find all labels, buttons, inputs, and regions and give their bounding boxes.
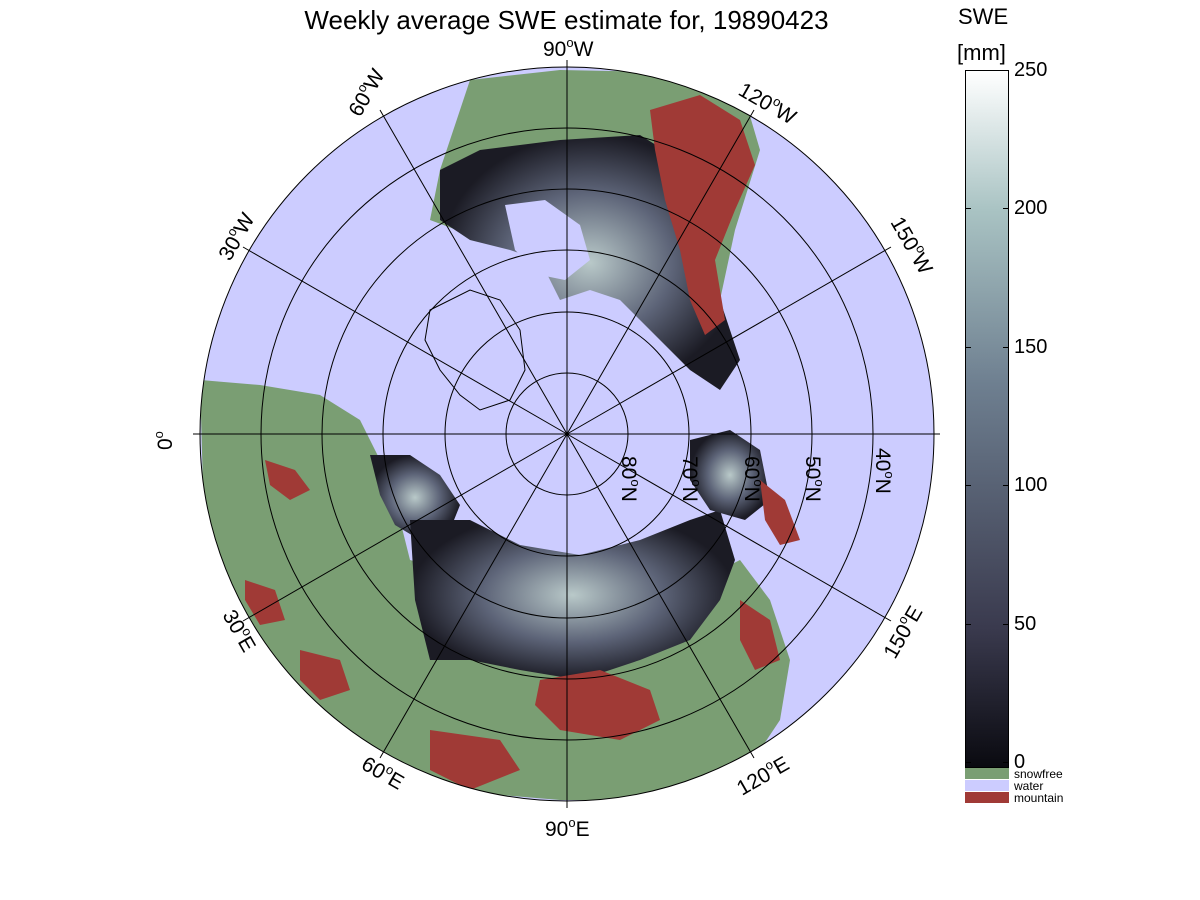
colorbar-gradient [965, 70, 1009, 768]
colorbar-tick-label: 0 [1014, 751, 1026, 773]
lat-label-50: 50oN [801, 456, 827, 502]
category-swatch-snowfree [965, 768, 1009, 779]
colorbar-tick-mark [1003, 762, 1009, 763]
lon-label-60w: 60oW [342, 64, 390, 121]
lon-label-90e: 90oE [545, 815, 590, 841]
category-label-mountain: mountain [1014, 791, 1064, 805]
colorbar-tick-mark [965, 485, 971, 487]
lat-label-80: 80oN [617, 456, 643, 502]
colorbar-tick-mark [1003, 70, 1009, 71]
rockies-mountain [650, 95, 755, 335]
colorbar-tick-mark [965, 70, 971, 71]
asia-mountains [430, 600, 780, 790]
lat-label-60: 60oN [740, 456, 766, 502]
colorbar-tick-mark [1003, 623, 1009, 625]
map-title: Weekly average SWE estimate for, 1989042… [304, 5, 829, 35]
colorbar-tick-mark [965, 623, 971, 625]
lon-label-0: 0o [151, 431, 177, 450]
hudson-bay [505, 200, 590, 280]
category-swatch-mountain [965, 792, 1009, 803]
lat-label-40: 40oN [871, 448, 897, 494]
polar-map: 90oW 90oE 60oW 120oW 30oW 150oW 0o 180oW… [151, 35, 940, 841]
colorbar-tick-mark [965, 208, 971, 210]
meridians [193, 60, 940, 808]
lon-label-90w: 90oW [543, 35, 594, 61]
category-label-snowfree: snowfree [1014, 767, 1063, 781]
greenland [424, 289, 526, 411]
colorbar-tick-label: 250 [1014, 59, 1048, 81]
colorbar-units: [mm] [957, 40, 1006, 65]
colorbar-tick-mark [1003, 485, 1009, 487]
siberia-snow [410, 510, 735, 680]
colorbar-tick-label: 100 [1014, 474, 1048, 497]
scandinavia-snow [370, 455, 460, 540]
colorbar-tick-mark [965, 346, 971, 348]
colorbar-tick-mark [965, 762, 971, 763]
category-label-water: water [1014, 779, 1044, 793]
colorbar-tick-label: 150 [1014, 335, 1048, 358]
category-swatch-water [965, 780, 1009, 791]
colorbar-tick-label: 50 [1014, 612, 1037, 635]
colorbar-tick-mark [1003, 346, 1009, 348]
colorbar-title: SWE [958, 4, 1009, 29]
lat-label-70: 70oN [678, 456, 704, 502]
colorbar-tick-mark [1003, 208, 1009, 210]
europe-mountains [245, 460, 350, 700]
colorbar-tick-label: 200 [1014, 197, 1048, 220]
kamchatka-mountain [760, 480, 800, 545]
